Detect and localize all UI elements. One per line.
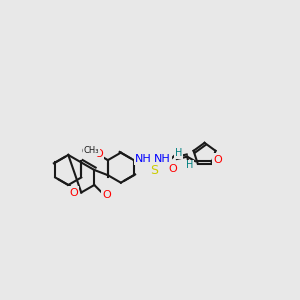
Text: O: O — [69, 188, 78, 197]
Text: CH₃: CH₃ — [83, 146, 99, 155]
Text: O: O — [168, 164, 177, 174]
Text: O: O — [93, 149, 101, 159]
Text: S: S — [150, 164, 158, 177]
Text: CH₃: CH₃ — [82, 147, 97, 156]
Text: H: H — [186, 160, 193, 170]
Text: O: O — [102, 190, 111, 200]
Text: NH: NH — [154, 154, 170, 164]
Text: H: H — [175, 148, 182, 158]
Text: NH: NH — [135, 154, 152, 164]
Text: O: O — [94, 149, 103, 159]
Text: O: O — [213, 154, 222, 165]
